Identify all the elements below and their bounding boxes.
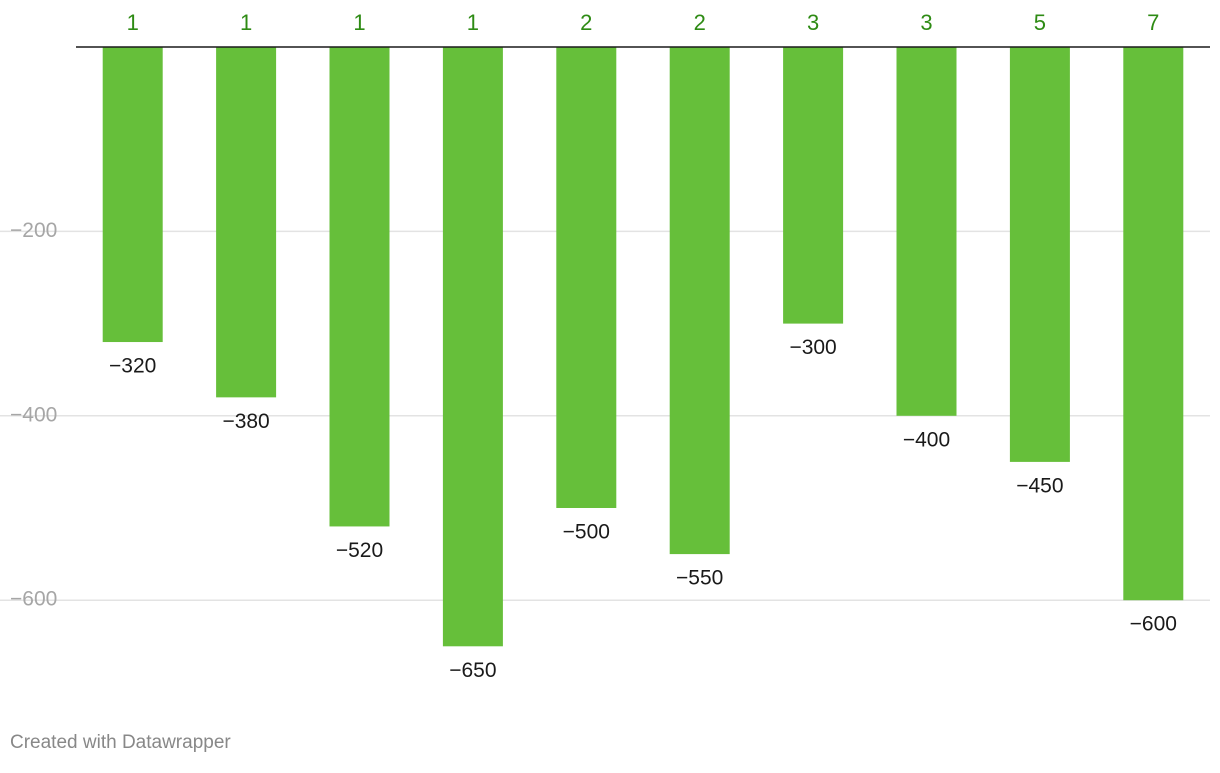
bar	[329, 47, 390, 527]
category-label: 1	[467, 10, 479, 35]
category-label: 3	[807, 10, 819, 35]
bar	[783, 47, 844, 324]
category-label: 1	[127, 10, 139, 35]
value-label: −450	[1016, 474, 1063, 497]
y-tick-label: −200	[10, 219, 57, 242]
value-label: −550	[676, 567, 723, 590]
bar	[216, 47, 277, 398]
bar	[1123, 47, 1184, 601]
value-label: −520	[336, 539, 383, 562]
y-tick-label: −400	[10, 403, 57, 426]
category-label: 3	[920, 10, 932, 35]
value-label: −650	[449, 659, 496, 682]
bar	[102, 47, 163, 343]
value-label: −300	[789, 336, 836, 359]
value-label: −320	[109, 355, 156, 378]
bar	[442, 47, 503, 647]
bar	[669, 47, 730, 555]
category-label: 2	[694, 10, 706, 35]
category-label: 2	[580, 10, 592, 35]
value-label: −600	[1130, 613, 1177, 636]
category-labels: 1 1 1 1 2 2 3 3 5 7	[127, 10, 1160, 35]
value-label: −400	[903, 428, 950, 451]
bar	[556, 47, 617, 508]
bars	[102, 47, 1184, 647]
value-labels: −320 −380 −520 −650 −500 −550 −300 −400 −450 −600	[109, 336, 1177, 682]
footer-credit[interactable]: Created with Datawrapper	[10, 732, 231, 753]
bar	[896, 47, 957, 416]
bar	[1009, 47, 1070, 462]
y-axis-tick-labels: −200 −400 −600	[10, 219, 57, 611]
category-label: 1	[240, 10, 252, 35]
y-tick-label: −600	[10, 588, 57, 611]
category-label: 7	[1147, 10, 1159, 35]
value-label: −500	[563, 521, 610, 544]
category-label: 1	[353, 10, 365, 35]
value-label: −380	[222, 410, 269, 433]
category-label: 5	[1034, 10, 1046, 35]
